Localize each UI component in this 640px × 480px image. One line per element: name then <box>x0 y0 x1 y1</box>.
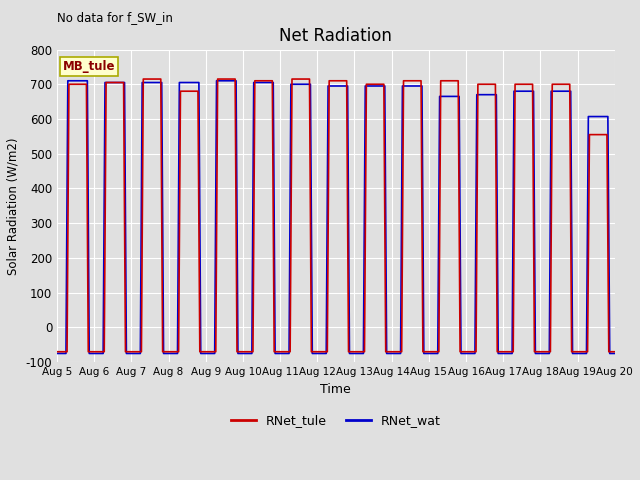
Y-axis label: Solar Radiation (W/m2): Solar Radiation (W/m2) <box>7 137 20 275</box>
Text: No data for f_SW_in: No data for f_SW_in <box>57 12 173 24</box>
Title: Net Radiation: Net Radiation <box>280 27 392 45</box>
Text: MB_tule: MB_tule <box>63 60 115 73</box>
X-axis label: Time: Time <box>321 383 351 396</box>
Legend: RNet_tule, RNet_wat: RNet_tule, RNet_wat <box>226 409 445 432</box>
